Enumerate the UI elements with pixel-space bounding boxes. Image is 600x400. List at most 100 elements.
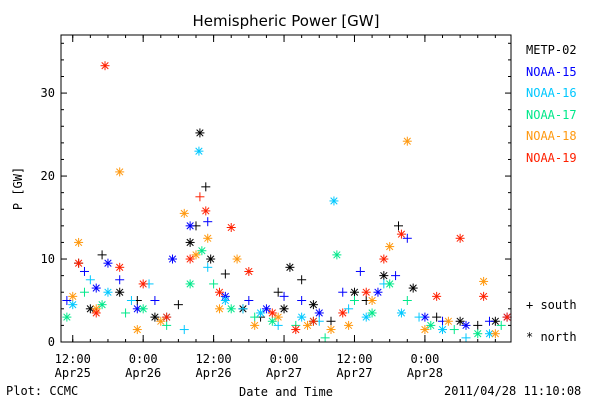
data-point-north — [74, 258, 84, 268]
data-point-south — [297, 296, 307, 306]
data-point-north — [502, 312, 512, 322]
data-point-south — [414, 312, 424, 322]
data-point-north — [379, 254, 389, 264]
data-point-north — [74, 237, 84, 247]
legend-item: NOAA-17 — [526, 107, 577, 122]
x-tick-date-label: Apr27 — [266, 366, 302, 380]
data-point-north — [162, 312, 172, 322]
data-point-north — [344, 320, 354, 330]
data-point-south — [173, 300, 183, 310]
data-point-north — [367, 308, 377, 318]
data-point-north — [455, 316, 465, 326]
data-point-north — [185, 221, 195, 231]
data-point-north — [191, 250, 201, 260]
data-point-south — [97, 250, 107, 260]
axes: 010203012:00Apr250:00Apr2612:00Apr260:00… — [41, 35, 511, 380]
data-point-north — [244, 266, 254, 276]
data-point-south — [220, 269, 230, 279]
data-point-south — [355, 266, 365, 276]
data-point-north — [373, 287, 383, 297]
timestamp: 2011/04/28 11:10:08 — [444, 384, 582, 398]
data-point-south — [273, 320, 283, 330]
data-point-south — [320, 333, 330, 343]
data-point-south — [162, 320, 172, 330]
data-point-north — [285, 262, 295, 272]
data-point-north — [420, 312, 430, 322]
legend: METP-02 NOAA-15 NOAA-16 NOAA-17 NOAA-18 … — [526, 40, 577, 169]
data-point-north — [261, 304, 271, 314]
data-point-north — [303, 320, 313, 330]
data-point-south — [349, 296, 359, 306]
x-axis-label: Date and Time — [239, 385, 333, 399]
data-point-north — [138, 279, 148, 289]
data-point-north — [443, 316, 453, 326]
data-point-north — [232, 254, 242, 264]
x-tick-date-label: Apr25 — [55, 366, 91, 380]
legend-item: METP-02 — [526, 43, 577, 57]
data-point-north — [91, 308, 101, 318]
data-point-south — [201, 182, 211, 192]
legend-item: NOAA-15 — [526, 64, 577, 79]
x-tick-date-label: Apr28 — [407, 366, 443, 380]
data-point-south — [484, 316, 494, 326]
data-point-north — [132, 325, 142, 335]
data-point-north — [203, 233, 213, 243]
data-point-north — [195, 128, 205, 138]
chart-title: Hemispheric Power [GW] — [193, 12, 380, 30]
plot-frame — [60, 34, 512, 343]
data-point-north — [385, 279, 395, 289]
data-point-north — [267, 316, 277, 326]
chart-marks — [62, 61, 512, 343]
data-point-south — [326, 316, 336, 326]
data-point-north — [100, 61, 110, 71]
data-point-south — [496, 320, 506, 330]
data-point-north — [68, 300, 78, 310]
data-point-north — [115, 262, 125, 272]
data-point-north — [402, 136, 412, 146]
x-tick-label: 12:00 — [196, 352, 232, 366]
data-point-north — [361, 312, 371, 322]
data-point-north — [455, 233, 465, 243]
data-point-south — [150, 296, 160, 306]
data-point-south — [126, 296, 136, 306]
data-point-north — [103, 287, 113, 297]
data-point-south — [121, 308, 131, 318]
x-tick-label: 0:00 — [129, 352, 158, 366]
symbol-key-north: * north — [526, 330, 577, 344]
data-point-north — [279, 304, 289, 314]
data-point-north — [385, 242, 395, 252]
data-point-north — [156, 316, 166, 326]
y-axis-label: P [GW] — [11, 167, 25, 210]
data-point-south — [338, 287, 348, 297]
x-tick-label: 12:00 — [55, 352, 91, 366]
data-point-north — [194, 146, 204, 156]
data-point-north — [97, 300, 107, 310]
data-point-north — [62, 312, 72, 322]
data-point-south — [449, 325, 459, 335]
x-tick-date-label: Apr26 — [125, 366, 161, 380]
data-point-north — [396, 229, 406, 239]
data-point-north — [214, 287, 224, 297]
data-point-north — [226, 304, 236, 314]
data-point-north — [185, 254, 195, 264]
data-point-north — [226, 222, 236, 232]
data-point-south — [473, 320, 483, 330]
data-point-north — [214, 304, 224, 314]
data-point-north — [68, 291, 78, 301]
data-point-south — [244, 296, 254, 306]
data-point-north — [473, 329, 483, 339]
data-point-south — [394, 221, 403, 231]
data-point-north — [479, 291, 489, 301]
data-point-south — [115, 275, 125, 285]
data-point-north — [297, 312, 307, 322]
data-point-north — [408, 283, 418, 293]
data-point-north — [420, 325, 430, 335]
data-point-north — [308, 300, 318, 310]
data-point-north — [326, 325, 336, 335]
data-point-north — [479, 276, 489, 286]
data-point-south — [402, 296, 412, 306]
legend-item: NOAA-18 — [526, 129, 577, 143]
data-point-north — [150, 312, 160, 322]
data-point-north — [329, 196, 339, 206]
data-point-north — [438, 325, 448, 335]
